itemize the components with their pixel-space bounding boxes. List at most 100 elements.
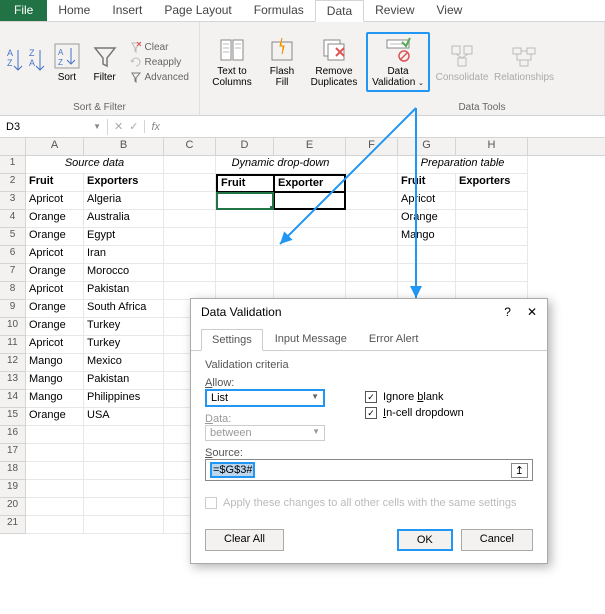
cell[interactable]: Exporter <box>274 174 346 192</box>
cell[interactable]: Apricot <box>26 192 84 210</box>
column-header[interactable]: C <box>164 138 216 155</box>
cell[interactable]: Fruit <box>398 174 456 192</box>
cell[interactable] <box>216 264 274 282</box>
cell[interactable]: Orange <box>26 228 84 246</box>
tab-insert[interactable]: Insert <box>101 0 153 21</box>
cell[interactable] <box>346 156 398 174</box>
row-header[interactable]: 16 <box>0 426 26 444</box>
sort-az-icon[interactable]: AZ <box>6 46 24 79</box>
cell[interactable]: South Africa <box>84 300 164 318</box>
cell[interactable] <box>164 192 216 210</box>
row-header[interactable]: 6 <box>0 246 26 264</box>
cell[interactable] <box>84 516 164 534</box>
range-picker-icon[interactable]: ↥ <box>511 463 528 478</box>
cell[interactable]: Fruit <box>216 174 274 192</box>
cell[interactable] <box>26 516 84 534</box>
column-header[interactable]: G <box>398 138 456 155</box>
dialog-tab-input-message[interactable]: Input Message <box>265 329 357 350</box>
row-header[interactable]: 14 <box>0 390 26 408</box>
cell[interactable]: Algeria <box>84 192 164 210</box>
close-icon[interactable]: ✕ <box>527 305 537 319</box>
cell[interactable]: Exporters <box>84 174 164 192</box>
column-header[interactable]: D <box>216 138 274 155</box>
cell[interactable] <box>346 246 398 264</box>
cell[interactable] <box>84 498 164 516</box>
cell[interactable] <box>164 174 216 192</box>
row-header[interactable]: 21 <box>0 516 26 534</box>
cell[interactable] <box>216 192 274 210</box>
row-header[interactable]: 11 <box>0 336 26 354</box>
cell[interactable]: Pakistan <box>84 372 164 390</box>
tab-data[interactable]: Data <box>315 0 364 22</box>
sort-button[interactable]: AZ Sort <box>50 40 84 85</box>
cell[interactable] <box>274 264 346 282</box>
cell[interactable]: Dynamic drop-down <box>216 156 346 174</box>
allow-select[interactable]: List▼ <box>205 389 325 407</box>
cell[interactable] <box>216 246 274 264</box>
cell[interactable] <box>84 480 164 498</box>
cell[interactable] <box>216 228 274 246</box>
name-box[interactable]: D3 ▼ <box>0 119 108 135</box>
row-header[interactable]: 8 <box>0 282 26 300</box>
cell[interactable]: Orange <box>398 210 456 228</box>
tab-view[interactable]: View <box>426 0 474 21</box>
consolidate-button[interactable]: Consolidate <box>434 40 490 85</box>
row-header[interactable]: 2 <box>0 174 26 192</box>
advanced-button[interactable]: Advanced <box>126 70 193 84</box>
cell[interactable] <box>216 210 274 228</box>
clear-all-button[interactable]: Clear All <box>205 529 284 551</box>
cell[interactable]: Orange <box>26 210 84 228</box>
row-header[interactable]: 9 <box>0 300 26 318</box>
cell[interactable] <box>346 192 398 210</box>
column-header[interactable]: E <box>274 138 346 155</box>
filter-button[interactable]: Filter <box>88 40 122 85</box>
cell[interactable]: Orange <box>26 408 84 426</box>
column-header[interactable]: B <box>84 138 164 155</box>
file-tab[interactable]: File <box>0 0 47 21</box>
tab-formulas[interactable]: Formulas <box>243 0 315 21</box>
reapply-button[interactable]: Reapply <box>126 55 193 69</box>
text-to-columns-button[interactable]: Text to Columns <box>206 34 258 90</box>
cell[interactable]: Apricot <box>398 192 456 210</box>
column-header[interactable]: H <box>456 138 528 155</box>
cell[interactable]: Mango <box>26 354 84 372</box>
cell[interactable] <box>84 462 164 480</box>
row-header[interactable]: 10 <box>0 318 26 336</box>
cell[interactable] <box>456 210 528 228</box>
cell[interactable] <box>274 192 346 210</box>
cell[interactable] <box>26 480 84 498</box>
row-header[interactable]: 19 <box>0 480 26 498</box>
cell[interactable] <box>346 174 398 192</box>
cell[interactable] <box>456 192 528 210</box>
cell[interactable] <box>456 264 528 282</box>
row-header[interactable]: 4 <box>0 210 26 228</box>
row-header[interactable]: 7 <box>0 264 26 282</box>
cell[interactable]: Mexico <box>84 354 164 372</box>
cell[interactable] <box>164 156 216 174</box>
tab-review[interactable]: Review <box>364 0 425 21</box>
row-header[interactable]: 18 <box>0 462 26 480</box>
column-header[interactable]: A <box>26 138 84 155</box>
cell[interactable]: Australia <box>84 210 164 228</box>
cell[interactable] <box>274 228 346 246</box>
cell[interactable] <box>164 210 216 228</box>
sort-za-icon[interactable]: ZA <box>28 46 46 79</box>
cell[interactable] <box>274 246 346 264</box>
cell[interactable] <box>456 228 528 246</box>
row-header[interactable]: 12 <box>0 354 26 372</box>
cell[interactable]: Iran <box>84 246 164 264</box>
cell[interactable] <box>26 498 84 516</box>
cell[interactable]: Orange <box>26 318 84 336</box>
ignore-blank-checkbox[interactable]: ✓Ignore blank <box>365 391 464 403</box>
cell[interactable] <box>398 246 456 264</box>
cell[interactable]: Philippines <box>84 390 164 408</box>
cell[interactable]: Orange <box>26 300 84 318</box>
clear-button[interactable]: Clear <box>126 40 193 54</box>
cell[interactable] <box>164 246 216 264</box>
cell[interactable]: USA <box>84 408 164 426</box>
cell[interactable] <box>164 228 216 246</box>
cell[interactable]: Apricot <box>26 336 84 354</box>
cell[interactable]: Turkey <box>84 318 164 336</box>
fx-icon[interactable]: fx <box>145 121 166 133</box>
remove-duplicates-button[interactable]: Remove Duplicates <box>306 34 362 90</box>
